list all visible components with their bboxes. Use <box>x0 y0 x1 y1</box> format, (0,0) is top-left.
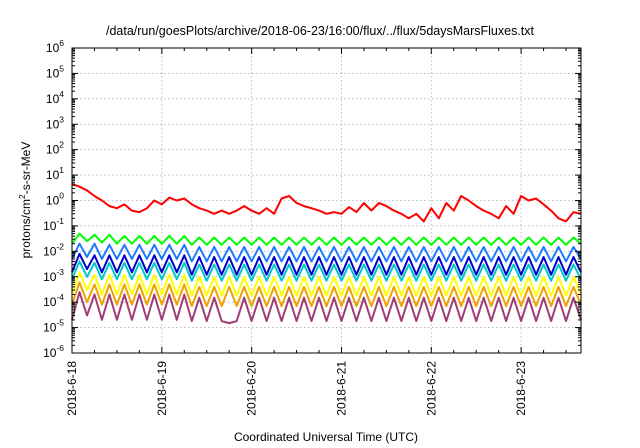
y-tick-label: 100 <box>46 191 64 208</box>
chart-title: /data/run/goesPlots/archive/2018-06-23/1… <box>106 24 535 38</box>
x-tick-label: 2018-6-23 <box>514 361 528 416</box>
y-tick-label: 106 <box>46 38 64 55</box>
x-axis-label: Coordinated Universal Time (UTC) <box>234 430 418 444</box>
series-line <box>71 242 582 263</box>
y-axis-label-tail: -s-sr-MeV <box>19 142 33 195</box>
x-tick-label: 2018-6-19 <box>155 361 169 416</box>
series-layer <box>71 182 582 325</box>
series-line <box>71 232 582 246</box>
series-line <box>71 291 582 325</box>
y-tick-label: 105 <box>46 63 64 80</box>
y-tick-label: 10-4 <box>43 292 64 309</box>
y-axis-label-main: protons/cm <box>19 199 33 258</box>
y-tick-label: 10-1 <box>43 216 64 233</box>
x-tick-label: 2018-6-22 <box>424 361 438 416</box>
y-tick-label: 104 <box>46 89 64 106</box>
y-tick-label: 103 <box>46 114 64 131</box>
series-line <box>71 260 582 282</box>
series-line <box>71 281 582 308</box>
y-tick-label: 10-2 <box>43 241 64 258</box>
grid <box>72 48 581 353</box>
x-tick-labels: 2018-6-18 2018-6-19 2018-6-20 2018-6-21 2018… <box>65 361 528 416</box>
y-tick-labels: 10-6 10-5 10-4 10-3 10-2 10-1 100 101 102 103 104 1… <box>43 38 64 360</box>
y-tick-label: 10-5 <box>43 318 64 335</box>
x-tick-label: 2018-6-21 <box>334 361 348 416</box>
y-axis-label-sup: 2 <box>17 194 27 199</box>
y-tick-label: 101 <box>46 165 64 182</box>
series-line <box>71 271 582 297</box>
y-tick-label: 10-6 <box>43 343 64 360</box>
ticks <box>71 47 581 354</box>
y-axis-label: protons/cm2-s-sr-MeV <box>17 142 33 259</box>
series-line <box>71 252 582 276</box>
x-tick-label: 2018-6-18 <box>65 361 79 416</box>
series-line <box>71 182 582 223</box>
y-tick-label: 10-3 <box>43 267 64 284</box>
x-tick-label: 2018-6-20 <box>245 361 259 416</box>
y-tick-label: 102 <box>46 140 64 157</box>
